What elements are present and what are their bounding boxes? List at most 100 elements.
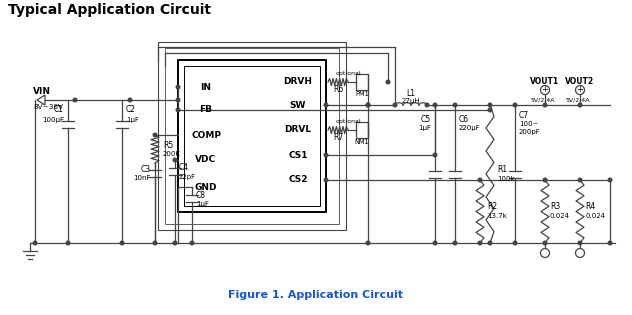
Circle shape xyxy=(366,241,370,245)
Text: C3: C3 xyxy=(141,164,151,174)
Text: 220µF: 220µF xyxy=(459,125,481,131)
Text: GND: GND xyxy=(195,182,217,192)
Circle shape xyxy=(513,241,517,245)
Text: 27µH: 27µH xyxy=(402,98,420,104)
Circle shape xyxy=(66,241,70,245)
Circle shape xyxy=(543,178,547,182)
Circle shape xyxy=(176,108,179,112)
Text: VDC: VDC xyxy=(195,156,217,164)
Text: 100µF: 100µF xyxy=(42,117,64,123)
Circle shape xyxy=(324,178,328,182)
Text: 5V/2.4A: 5V/2.4A xyxy=(566,98,590,102)
Text: C7: C7 xyxy=(519,111,529,119)
Text: R6: R6 xyxy=(333,84,343,94)
Circle shape xyxy=(513,103,517,107)
Text: 1µF: 1µF xyxy=(126,117,139,123)
Circle shape xyxy=(543,241,547,245)
Circle shape xyxy=(543,103,547,107)
Text: R4: R4 xyxy=(585,202,595,211)
Bar xyxy=(165,48,339,224)
Circle shape xyxy=(153,241,157,245)
Text: +: + xyxy=(542,85,549,94)
Text: R5: R5 xyxy=(163,140,173,150)
Text: 5V/2.4A: 5V/2.4A xyxy=(531,98,556,102)
Circle shape xyxy=(478,241,482,245)
Bar xyxy=(158,42,346,230)
Text: C8: C8 xyxy=(196,191,206,199)
Text: 10nF: 10nF xyxy=(133,175,151,181)
Text: Typical Application Circuit: Typical Application Circuit xyxy=(8,3,211,17)
Circle shape xyxy=(433,103,437,107)
Circle shape xyxy=(488,241,492,245)
Text: C2: C2 xyxy=(126,106,136,114)
Bar xyxy=(356,122,368,138)
Text: optional: optional xyxy=(335,118,361,123)
Circle shape xyxy=(176,85,179,89)
Text: C5: C5 xyxy=(421,114,431,123)
Circle shape xyxy=(173,241,177,245)
Text: PM1: PM1 xyxy=(355,91,369,97)
Circle shape xyxy=(433,153,437,157)
Circle shape xyxy=(478,178,482,182)
Text: VOUT1: VOUT1 xyxy=(530,77,559,85)
Circle shape xyxy=(324,103,328,107)
Text: Figure 1. Application Circuit: Figure 1. Application Circuit xyxy=(229,290,403,300)
Text: 8V~36V: 8V~36V xyxy=(33,104,63,110)
Text: DRVL: DRVL xyxy=(284,125,312,135)
Circle shape xyxy=(120,241,124,245)
Circle shape xyxy=(393,103,397,107)
Text: 0.024: 0.024 xyxy=(585,214,605,220)
Text: DRVH: DRVH xyxy=(284,77,312,87)
Text: COMP: COMP xyxy=(191,130,221,140)
Text: L1: L1 xyxy=(406,89,415,99)
Circle shape xyxy=(488,108,492,112)
Text: R2: R2 xyxy=(487,202,497,211)
Circle shape xyxy=(578,241,582,245)
Text: R3: R3 xyxy=(550,202,560,211)
Circle shape xyxy=(176,98,179,102)
Circle shape xyxy=(608,178,612,182)
Circle shape xyxy=(425,103,428,107)
Text: 100k: 100k xyxy=(497,176,514,182)
Text: 200K: 200K xyxy=(163,151,181,157)
Text: C1: C1 xyxy=(54,106,64,114)
Text: VOUT2: VOUT2 xyxy=(566,77,595,85)
Text: CS2: CS2 xyxy=(288,175,308,185)
Text: SW: SW xyxy=(290,100,306,110)
Text: 1µF: 1µF xyxy=(196,201,209,207)
Text: NM1: NM1 xyxy=(355,139,369,145)
Circle shape xyxy=(366,103,370,107)
Circle shape xyxy=(453,241,457,245)
Circle shape xyxy=(190,241,194,245)
Circle shape xyxy=(453,103,457,107)
Text: 22pF: 22pF xyxy=(179,174,196,180)
Text: R7: R7 xyxy=(333,133,343,141)
Text: 13.7k: 13.7k xyxy=(487,214,507,220)
Text: C6: C6 xyxy=(459,114,469,123)
Circle shape xyxy=(173,158,177,162)
Circle shape xyxy=(608,241,612,245)
Circle shape xyxy=(153,133,157,137)
Circle shape xyxy=(578,178,582,182)
Circle shape xyxy=(578,103,582,107)
Text: +: + xyxy=(576,85,583,94)
Text: 100~: 100~ xyxy=(519,121,538,127)
Circle shape xyxy=(33,241,37,245)
Circle shape xyxy=(386,80,390,84)
Bar xyxy=(178,60,326,212)
Text: 1µF: 1µF xyxy=(418,125,431,131)
Bar xyxy=(184,66,320,206)
Text: VIN: VIN xyxy=(33,88,51,96)
Circle shape xyxy=(73,98,77,102)
Text: C4: C4 xyxy=(179,163,189,173)
Text: optional: optional xyxy=(335,71,361,76)
Bar xyxy=(356,74,368,90)
Text: IN: IN xyxy=(200,83,212,91)
Circle shape xyxy=(128,98,132,102)
Text: 0.024: 0.024 xyxy=(550,214,570,220)
Circle shape xyxy=(488,103,492,107)
Circle shape xyxy=(433,241,437,245)
Circle shape xyxy=(366,103,370,107)
Text: FB: FB xyxy=(200,106,212,114)
Text: 200pF: 200pF xyxy=(519,129,541,135)
